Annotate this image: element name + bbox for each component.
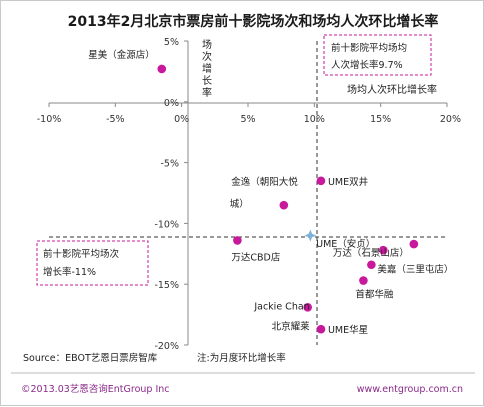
point-label: 万达（石景山店） bbox=[333, 247, 409, 259]
website-url: www.entgroup.com.cn bbox=[357, 384, 463, 395]
avg-y-annotation-line-1: 前十影院平均场次 bbox=[43, 248, 120, 260]
average-point-marker bbox=[304, 229, 317, 242]
y-tick-label: 5% bbox=[164, 37, 179, 48]
y-tick-labels: 5% 0% -5% -10% -15% -20% bbox=[154, 37, 188, 352]
data-point bbox=[359, 276, 368, 285]
data-point bbox=[316, 176, 326, 186]
point-label: 金逸（朝阳大悦城） bbox=[230, 176, 299, 210]
avg-y-annotation-box: 前十影院平均场次 增长率-11% bbox=[36, 240, 149, 286]
y-tick-label: -20% bbox=[154, 341, 179, 352]
point-label: 星美（金源店） bbox=[88, 49, 155, 61]
y-axis-title: 场次增长率 bbox=[202, 38, 212, 99]
data-points bbox=[157, 64, 419, 334]
point-label: Jackie Chan 北京耀莱 bbox=[253, 301, 310, 332]
data-point bbox=[379, 245, 388, 255]
y-tick-label: -10% bbox=[154, 219, 179, 230]
x-tick-labels: -10% -5% 0% 5% 10% 15% 20% bbox=[37, 103, 461, 125]
point-label: 美嘉（三里屯店） bbox=[377, 264, 453, 276]
x-axis-title: 场均人次环比增长率 bbox=[347, 83, 437, 96]
x-tick-label: 15% bbox=[370, 114, 391, 125]
x-tick-label: -10% bbox=[37, 114, 62, 125]
data-point bbox=[233, 236, 242, 245]
avg-x-annotation-line-2: 人次增长率9.7% bbox=[331, 59, 403, 71]
data-point bbox=[157, 64, 167, 74]
chart-title: 2013年2月北京市票房前十影院场次和场均人次环比增长率 bbox=[68, 13, 439, 30]
x-tick-label: 5% bbox=[240, 114, 255, 125]
y-tick-label: 0% bbox=[164, 98, 179, 109]
x-tick-label: 10% bbox=[304, 114, 325, 125]
avg-x-annotation-line-1: 前十影院平均场均 bbox=[331, 42, 407, 54]
avg-y-annotation-line-2: 增长率-11% bbox=[43, 266, 96, 278]
source-text: Source：EBOT艺恩日票房智库 bbox=[23, 352, 158, 364]
point-label: 首都华融 bbox=[355, 289, 394, 301]
y-tick-label: -5% bbox=[161, 159, 180, 170]
avg-x-annotation-box: 前十影院平均场均 人次增长率9.7% bbox=[323, 34, 432, 76]
y-tick-label: -15% bbox=[154, 280, 179, 291]
point-label: UME（安贞） bbox=[316, 238, 375, 250]
point-label: UME华星 bbox=[328, 324, 368, 336]
data-point bbox=[279, 200, 289, 210]
x-tick-label: 0% bbox=[174, 114, 189, 125]
y-axis-title-text: 场次增长率 bbox=[202, 38, 212, 99]
point-label: 万达CBD店 bbox=[231, 251, 280, 263]
copyright-text: ©2013.03艺恩咨询EntGroup Inc bbox=[21, 383, 170, 395]
point-labels: 星美（金源店） UME双井 金逸（朝阳大悦城） 万达CBD店 UME（安贞）万达（石景山… bbox=[88, 49, 453, 336]
note-text: 注:为月度环比增长率 bbox=[197, 352, 286, 364]
data-point bbox=[303, 303, 313, 312]
data-point bbox=[409, 239, 419, 249]
x-tick-label: -5% bbox=[106, 114, 125, 125]
x-tick-label: 20% bbox=[440, 114, 461, 125]
data-point bbox=[316, 324, 326, 334]
point-label: UME双井 bbox=[328, 176, 368, 188]
data-point bbox=[367, 260, 376, 270]
